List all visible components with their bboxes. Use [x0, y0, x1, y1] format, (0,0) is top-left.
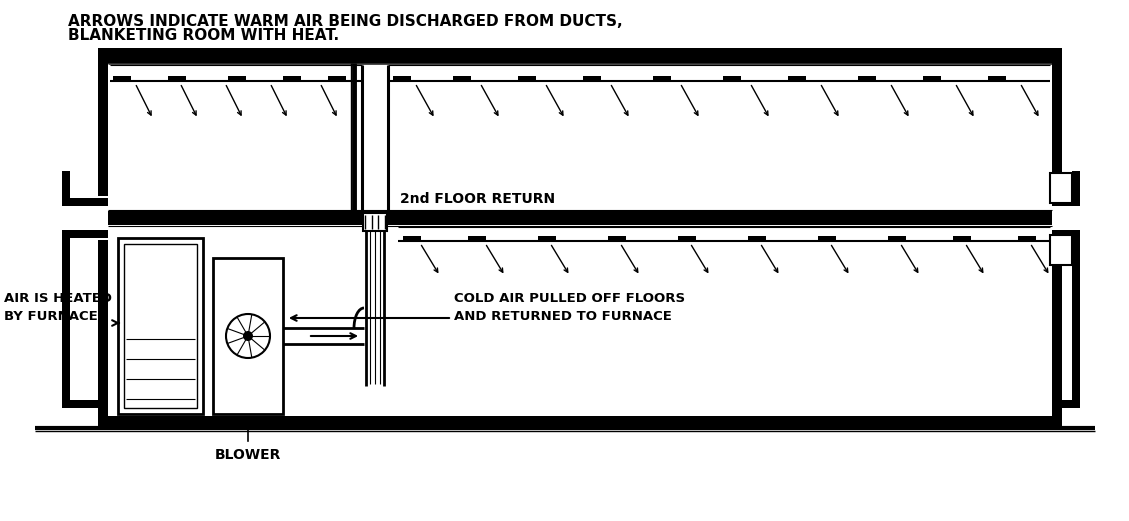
Bar — [168, 76, 186, 82]
Bar — [1050, 235, 1073, 265]
Bar — [364, 213, 387, 231]
Text: BLOWER: BLOWER — [215, 448, 281, 462]
Bar — [119, 238, 203, 414]
Bar — [98, 53, 108, 196]
Bar — [62, 171, 70, 206]
Bar — [749, 236, 765, 242]
Bar — [924, 76, 940, 82]
Bar — [108, 211, 1052, 225]
Bar — [213, 258, 283, 414]
Bar — [819, 236, 835, 242]
Bar — [889, 236, 905, 242]
Bar — [62, 400, 108, 408]
Bar — [1052, 198, 1080, 206]
Bar — [1052, 230, 1080, 238]
Text: AIR IS HEATED
BY FURNACE: AIR IS HEATED BY FURNACE — [5, 292, 112, 324]
Bar — [539, 236, 555, 242]
Bar — [518, 76, 536, 82]
Bar — [723, 76, 741, 82]
Bar — [1052, 53, 1062, 196]
Bar — [453, 76, 471, 82]
Bar — [283, 76, 301, 82]
Text: BLANKETING ROOM WITH HEAT.: BLANKETING ROOM WITH HEAT. — [68, 28, 339, 43]
Bar — [953, 236, 971, 242]
Text: 2nd FLOOR RETURN: 2nd FLOOR RETURN — [400, 192, 555, 206]
Bar — [1052, 240, 1062, 426]
Bar — [858, 76, 876, 82]
Bar — [583, 76, 601, 82]
Bar — [124, 244, 196, 408]
Bar — [393, 76, 411, 82]
Bar — [329, 76, 345, 82]
Bar — [679, 236, 695, 242]
Bar — [98, 48, 1062, 63]
Bar — [98, 240, 108, 426]
Text: ARROWS INDICATE WARM AIR BEING DISCHARGED FROM DUCTS,: ARROWS INDICATE WARM AIR BEING DISCHARGE… — [68, 14, 622, 29]
Circle shape — [243, 331, 253, 341]
Bar — [1073, 171, 1080, 206]
Bar — [1052, 400, 1080, 408]
Bar — [1018, 236, 1036, 242]
Bar — [788, 76, 806, 82]
Bar — [228, 76, 246, 82]
Bar — [98, 416, 1062, 426]
Bar — [62, 230, 108, 238]
Bar — [469, 236, 485, 242]
Bar — [62, 198, 108, 206]
Bar — [988, 76, 1006, 82]
Bar — [1073, 238, 1080, 406]
Bar — [609, 236, 625, 242]
Bar — [653, 76, 671, 82]
Bar — [113, 76, 131, 82]
Text: COLD AIR PULLED OFF FLOORS
AND RETURNED TO FURNACE: COLD AIR PULLED OFF FLOORS AND RETURNED … — [454, 292, 685, 324]
Bar — [403, 236, 421, 242]
Bar — [1050, 173, 1073, 203]
Bar — [62, 238, 70, 406]
